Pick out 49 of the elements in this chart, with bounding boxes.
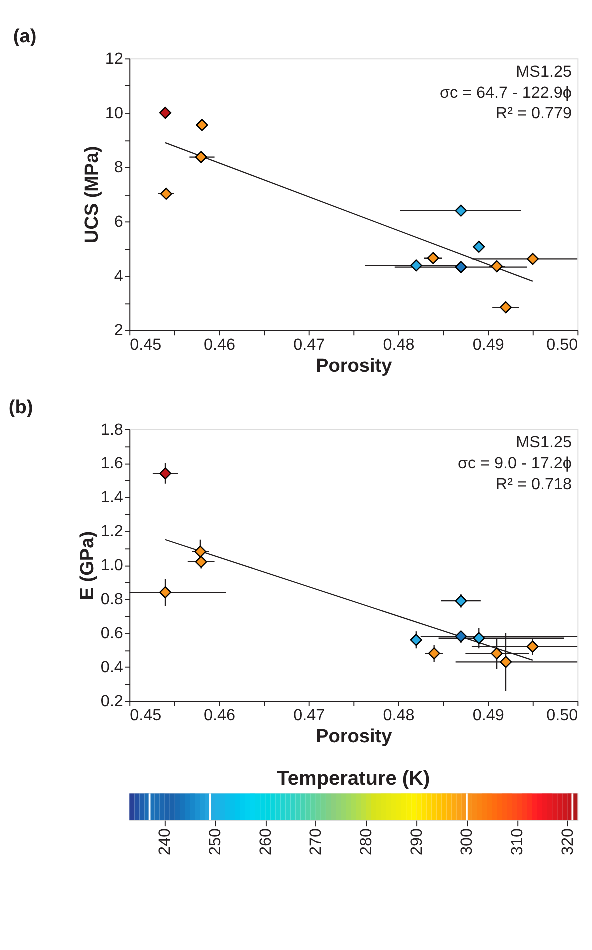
x-tick-label: 0.48 xyxy=(383,706,415,725)
color-bar-label: 320 xyxy=(558,828,577,856)
y-tick-label: 0.6 xyxy=(100,624,124,643)
annotation: R² = 0.779 xyxy=(496,104,572,123)
y-tick-label: 0.2 xyxy=(100,692,124,710)
annotation: MS1.25 xyxy=(516,434,572,452)
y-tick-label: 0.8 xyxy=(100,590,124,609)
x-tick-label: 0.47 xyxy=(294,706,326,725)
x-tick-label: 0.45 xyxy=(130,706,162,725)
color-bar-label: 250 xyxy=(206,828,224,856)
color-bar-label: 290 xyxy=(408,828,426,856)
x-tick-label: 0.49 xyxy=(472,706,504,725)
color-bar-label: 270 xyxy=(307,828,326,856)
y-tick-label: 1.4 xyxy=(100,488,124,507)
x-axis-title: Porosity xyxy=(316,356,393,377)
chart-title: (a) xyxy=(13,26,37,48)
color-bar-title: Temperature (K) xyxy=(277,768,430,790)
y-tick-label: 8 xyxy=(114,158,124,177)
x-tick-label: 0.48 xyxy=(383,336,415,354)
annotation: σc = 9.0 - 17.2ϕ xyxy=(458,454,572,473)
y-tick-label: 10 xyxy=(105,104,124,122)
x-tick-label: 0.47 xyxy=(294,336,326,354)
annotation: σc = 64.7 - 122.9ϕ xyxy=(440,84,572,102)
color-bar-label: 300 xyxy=(458,828,476,856)
y-axis-title: E (GPa) xyxy=(77,531,98,600)
y-tick-label: 1.2 xyxy=(100,522,124,541)
color-bar-label: 260 xyxy=(256,828,275,856)
annotation: MS1.25 xyxy=(516,62,572,81)
color-bar-label: 240 xyxy=(156,828,174,856)
x-tick-label: 0.50 xyxy=(546,336,578,354)
y-tick-label: 12 xyxy=(105,50,124,68)
annotation: R² = 0.718 xyxy=(496,476,572,494)
y-tick-label: 1.6 xyxy=(100,454,124,473)
x-tick-label: 0.45 xyxy=(130,336,162,354)
x-axis-title: Porosity xyxy=(316,726,393,748)
y-tick-label: 6 xyxy=(114,212,124,231)
y-tick-label: 1.0 xyxy=(100,556,124,575)
y-tick-label: 0.4 xyxy=(100,658,124,676)
color-bar-label: 280 xyxy=(358,828,376,856)
y-tick-label: 2 xyxy=(114,322,124,340)
x-tick-label: 0.46 xyxy=(204,706,236,725)
y-axis-title: UCS (MPa) xyxy=(82,146,103,244)
color-bar-label: 310 xyxy=(508,828,527,856)
y-tick-label: 1.8 xyxy=(100,420,124,439)
chart-title: (b) xyxy=(8,397,34,418)
x-tick-label: 0.49 xyxy=(472,336,504,354)
y-tick-label: 4 xyxy=(114,267,124,286)
x-tick-label: 0.50 xyxy=(546,706,578,725)
x-tick-label: 0.46 xyxy=(204,336,236,354)
